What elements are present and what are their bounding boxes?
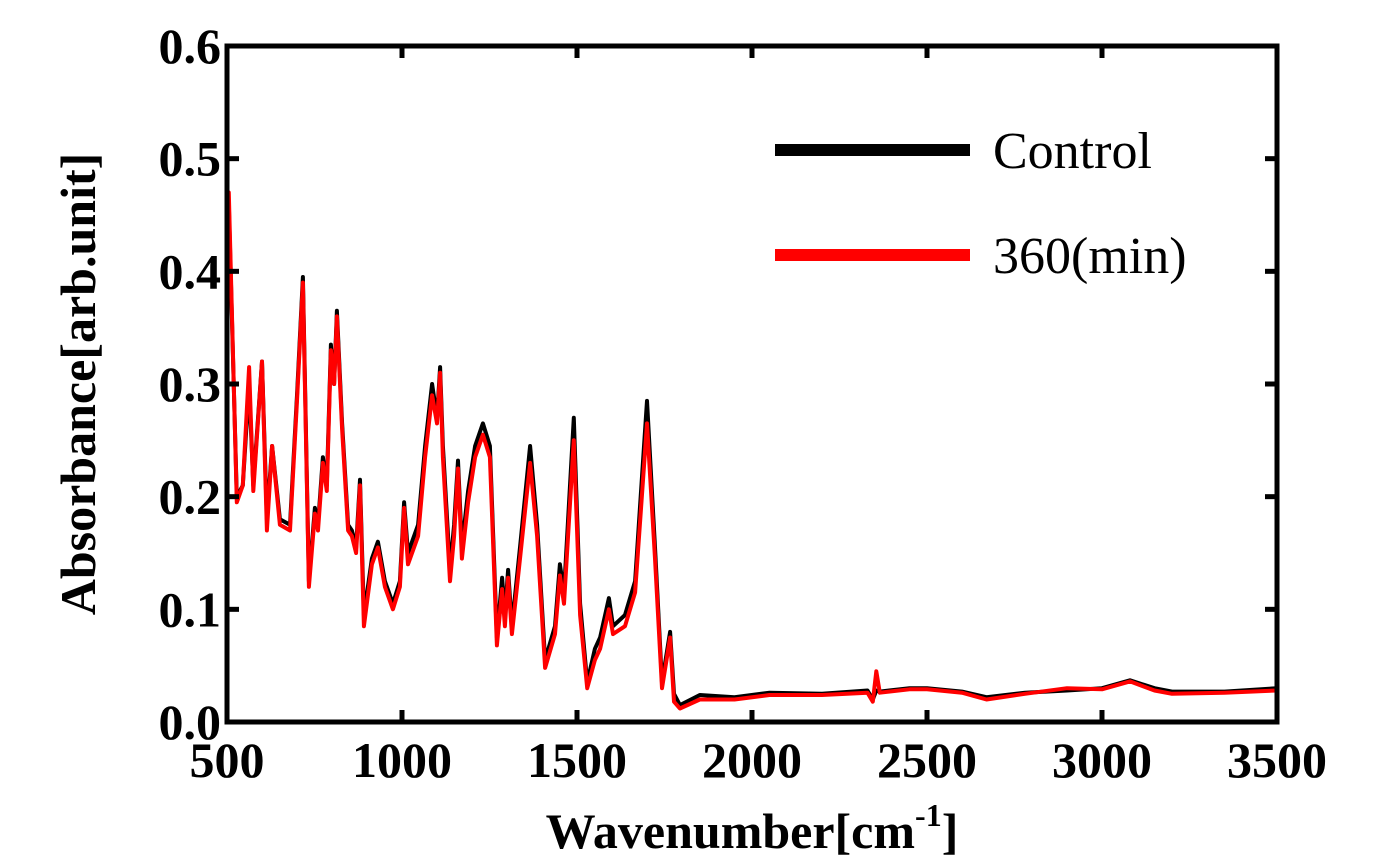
- y-tick-label: 0.6: [159, 18, 222, 74]
- x-label-end: ]: [942, 803, 959, 855]
- x-tick-label: 3000: [1052, 732, 1152, 788]
- x-tick-label: 3500: [1227, 732, 1327, 788]
- x-tick-label: 1500: [527, 732, 627, 788]
- y-tick-label: 0.2: [159, 469, 222, 525]
- x-label-main: Wavenumber[cm: [546, 803, 915, 855]
- x-tick-label: 1000: [352, 732, 452, 788]
- x-tick-label: 2500: [877, 732, 977, 788]
- x-label-sup: -1: [915, 797, 942, 833]
- y-tick-label: 0.0: [159, 694, 222, 750]
- y-tick-label: 0.1: [159, 581, 222, 637]
- y-tick-label: 0.3: [159, 356, 222, 412]
- y-tick-label: 0.4: [159, 243, 222, 299]
- x-axis-label: Wavenumber[cm-1]: [546, 797, 959, 855]
- data-line: [225, 190, 1278, 711]
- legend-label: 360(min): [993, 228, 1187, 285]
- x-tick-label: 2000: [702, 732, 802, 788]
- y-axis-label: Absorbance[arb.unit]: [50, 153, 106, 616]
- legend-label: Control: [993, 123, 1152, 180]
- y-tick-label: 0.5: [159, 131, 222, 187]
- x-tick-label: 500: [190, 732, 265, 788]
